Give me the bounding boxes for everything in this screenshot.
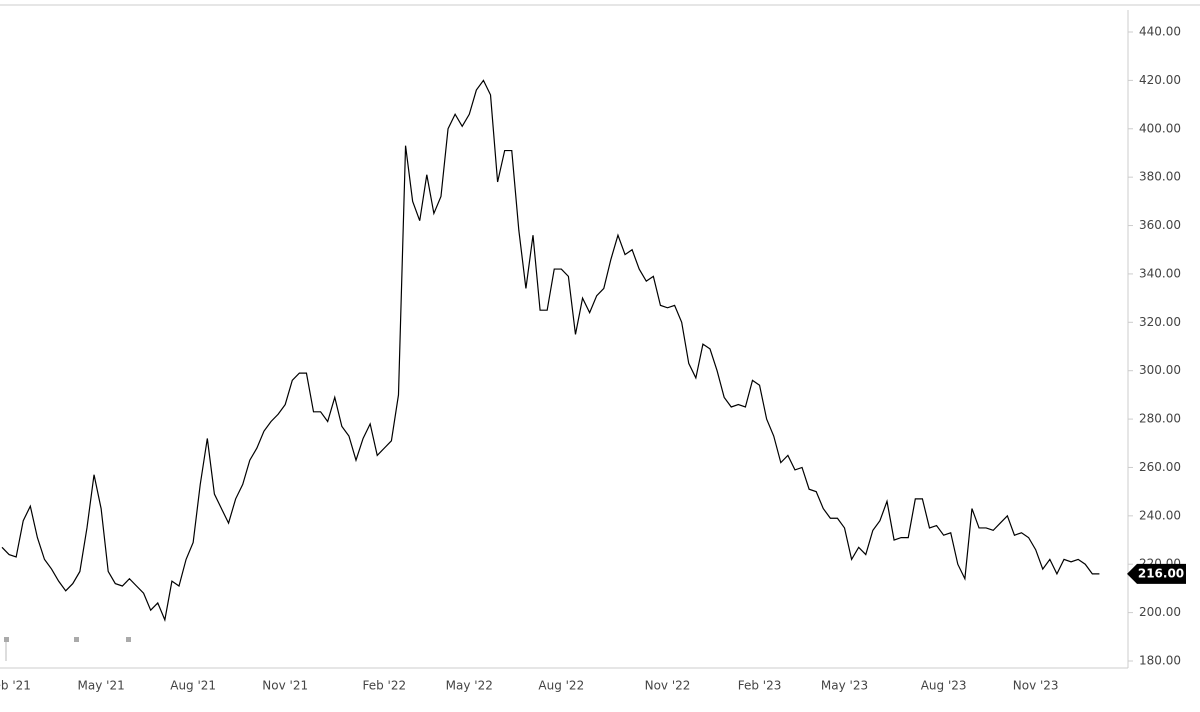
y-tick-label: 400.00 [1139,121,1181,135]
y-tick-label: 340.00 [1139,266,1181,280]
last-price-tag [1127,563,1186,584]
y-tick-label: 440.00 [1139,25,1181,39]
event-marker [126,637,131,642]
y-tick-label: 420.00 [1139,73,1181,87]
y-tick-label: 380.00 [1139,170,1181,184]
event-marker [4,637,9,642]
price-line [1,79,1100,622]
x-tick-label: Aug '22 [538,679,584,693]
y-tick-label: 240.00 [1139,508,1181,522]
x-tick-label: Nov '22 [645,679,691,693]
x-tick-label: Aug '21 [170,679,216,693]
y-tick-label: 180.00 [1139,654,1181,668]
x-tick-label: May '23 [821,679,868,693]
x-tick-label: May '22 [446,679,493,693]
y-tick-label: 260.00 [1139,460,1181,474]
y-tick-label: 280.00 [1139,412,1181,426]
y-tick-label: 320.00 [1139,315,1181,329]
x-tick-label: Feb '23 [738,679,782,693]
x-tick-label: Feb '22 [362,679,406,693]
x-tick-label: Nov '23 [1013,679,1059,693]
x-tick-label: May '21 [78,679,125,693]
x-tick-label: Nov '21 [262,679,308,693]
y-tick-label: 200.00 [1139,605,1181,619]
x-tick-label: Feb '21 [0,679,31,693]
last-price-label: 216.00 [1138,566,1184,580]
event-marker [74,637,79,642]
y-tick-label: 360.00 [1139,218,1181,232]
y-tick-label: 300.00 [1139,363,1181,377]
x-tick-label: Aug '23 [921,679,967,693]
